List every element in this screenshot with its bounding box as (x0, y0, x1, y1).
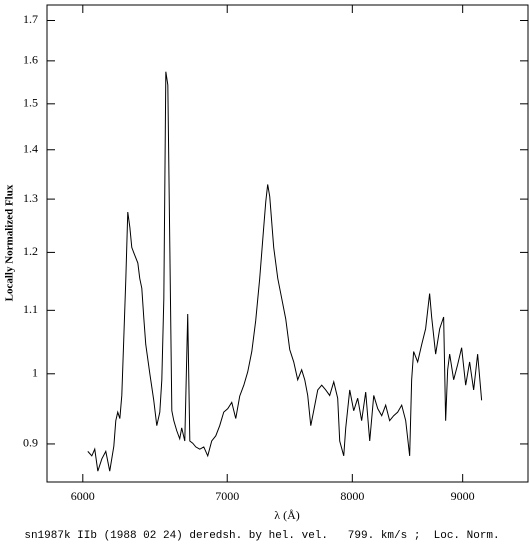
caption: sn1987k IIb (1988 02 24) deredsh. by hel… (24, 530, 499, 542)
y-tick-label: 1.7 (23, 12, 38, 26)
x-tick-label: 9000 (451, 489, 475, 503)
y-tick-label: 1.6 (23, 53, 38, 67)
x-tick-label: 6000 (71, 489, 95, 503)
y-tick-label: 1.2 (23, 244, 38, 258)
y-tick-label: 0.9 (23, 436, 38, 450)
spectrum-line (87, 71, 483, 472)
x-tick-label: 8000 (340, 489, 364, 503)
x-tick-label: 7000 (215, 489, 239, 503)
plot-frame (46, 4, 529, 483)
x-axis-label: λ (Å) (274, 508, 299, 522)
y-tick-label: 1.3 (23, 191, 38, 205)
y-axis-label: Locally Normalized Flux (4, 184, 16, 301)
y-tick-label: 1.5 (23, 96, 38, 110)
y-tick-label: 1.4 (23, 142, 38, 156)
y-tick-label: 1 (32, 366, 38, 380)
y-tick-label: 1.1 (23, 302, 38, 316)
